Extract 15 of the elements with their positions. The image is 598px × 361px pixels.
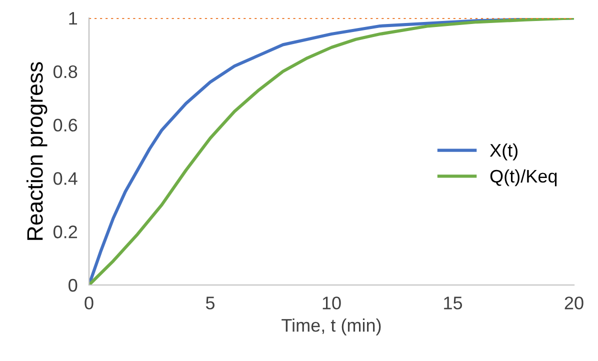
x-tick-label: 15: [444, 296, 462, 310]
y-tick-label: 1: [69, 12, 78, 25]
x-tick-label: 5: [206, 296, 215, 310]
x-tick-label: 0: [84, 296, 94, 310]
legend-label: Q(t)/Keq: [490, 169, 557, 186]
y-tick-label: 0.6: [53, 118, 78, 132]
x-tick-label: 10: [322, 296, 341, 310]
y-tick-label: 0.8: [53, 65, 78, 78]
y-tick-label: 0.4: [53, 172, 78, 185]
y-tick-label: 0.2: [53, 226, 77, 238]
x-axis-title: Time, t (min): [282, 318, 381, 336]
y-axis-title: Reaction progress: [26, 62, 48, 240]
legend-label: X(t): [490, 144, 518, 160]
x-tick-label: 20: [564, 296, 584, 310]
y-tick-label: 0: [68, 278, 78, 292]
